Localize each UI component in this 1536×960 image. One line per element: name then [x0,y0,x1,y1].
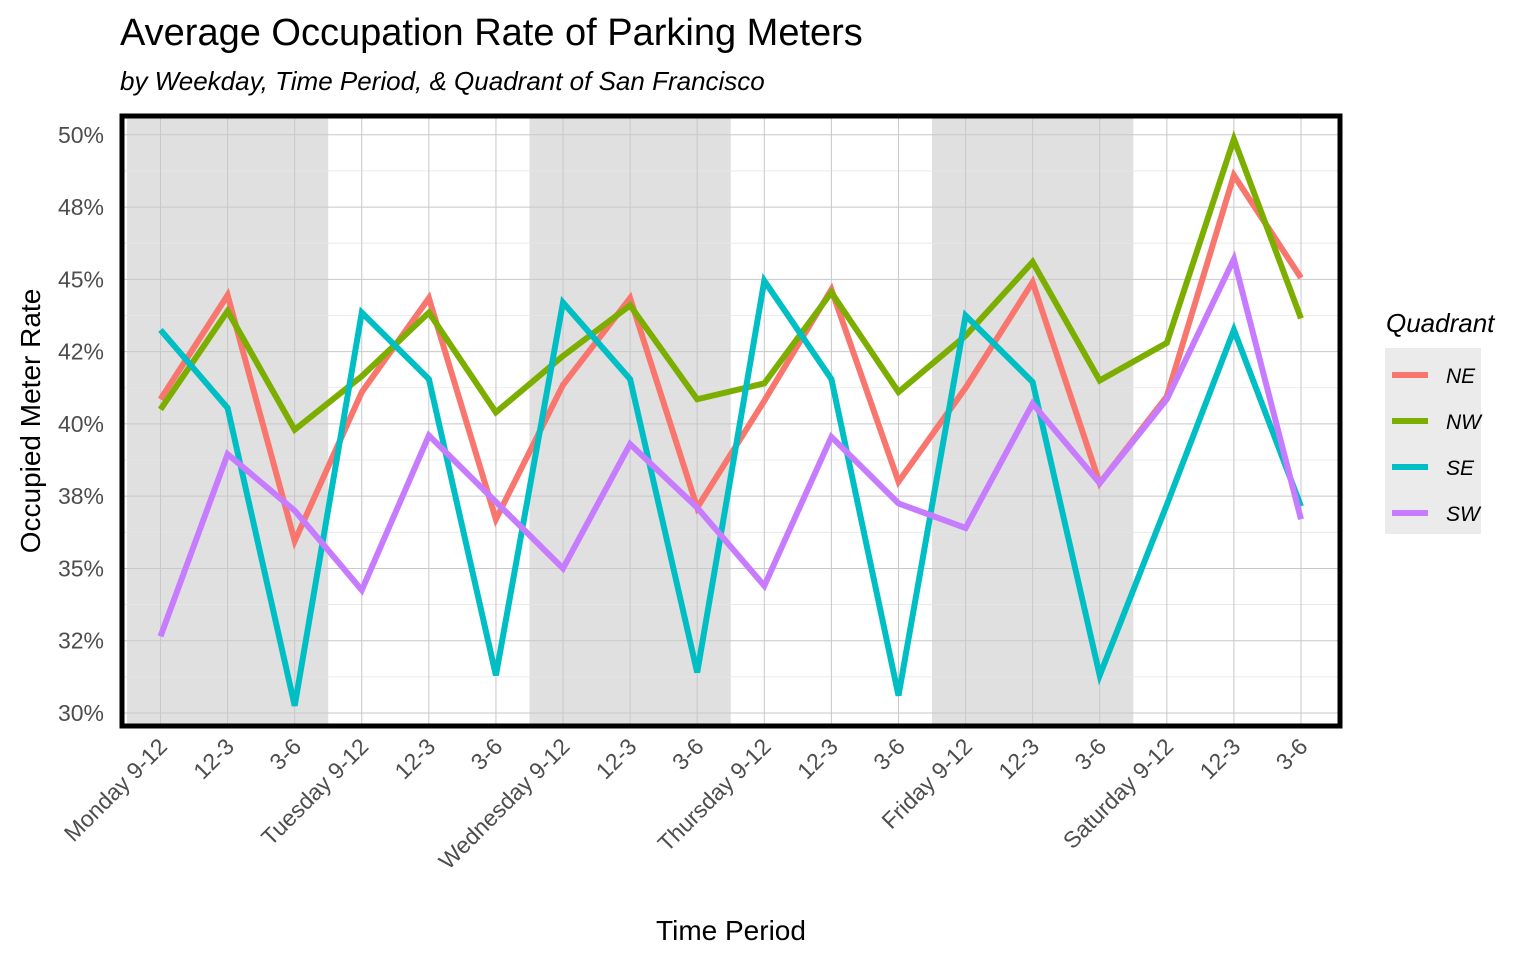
x-tick-label: Monday 9-12 [59,733,172,846]
y-tick-label: 30% [58,700,104,726]
x-tick-label: 12-3 [1195,733,1246,784]
series-line-se [158,272,1304,707]
x-tick-label: 12-3 [993,733,1044,784]
legend-title: Quadrant [1386,308,1496,338]
x-axis-title: Time Period [656,915,806,946]
x-tick-label: 12-3 [591,733,642,784]
legend: Quadrant NE NW SE SW [1385,308,1496,534]
y-tick-label: 32% [58,628,104,654]
legend-label-nw: NW [1446,411,1483,434]
y-tick-label: 45% [58,266,104,292]
chart-subtitle: by Weekday, Time Period, & Quadrant of S… [120,66,765,96]
plot-border [119,113,1343,729]
legend-label-se: SE [1446,457,1475,480]
y-tick-label: 35% [58,555,104,581]
x-tick-label: 3-6 [1271,733,1313,775]
legend-key-background [1385,348,1481,534]
y-tick-label: 40% [58,411,104,437]
x-tick-label: 3-6 [667,733,709,775]
y-axis-title: Occupied Meter Rate [15,289,46,554]
y-axis-ticks: 30% 32% 35% 38% 40% 42% 45% 48% 50% [58,122,104,726]
series-line-sw [157,250,1304,638]
y-tick-label: 38% [58,483,104,509]
x-tick-label: 3-6 [868,733,910,775]
gridlines [122,116,1340,726]
legend-label-ne: NE [1446,365,1476,388]
chart-title: Average Occupation Rate of Parking Meter… [120,12,863,54]
y-tick-label: 42% [58,339,104,365]
x-tick-label: 12-3 [389,733,440,784]
legend-label-sw: SW [1446,503,1482,526]
x-tick-label: 3-6 [466,733,508,775]
y-tick-label: 48% [58,194,104,220]
legend-items: NE NW SE SW [1385,348,1483,534]
x-tick-label: 12-3 [188,733,239,784]
x-tick-label: 3-6 [1069,733,1111,775]
y-tick-label: 50% [58,122,104,148]
x-tick-label: 3-6 [264,733,306,775]
x-tick-label: 12-3 [792,733,843,784]
series-lines [157,130,1304,707]
